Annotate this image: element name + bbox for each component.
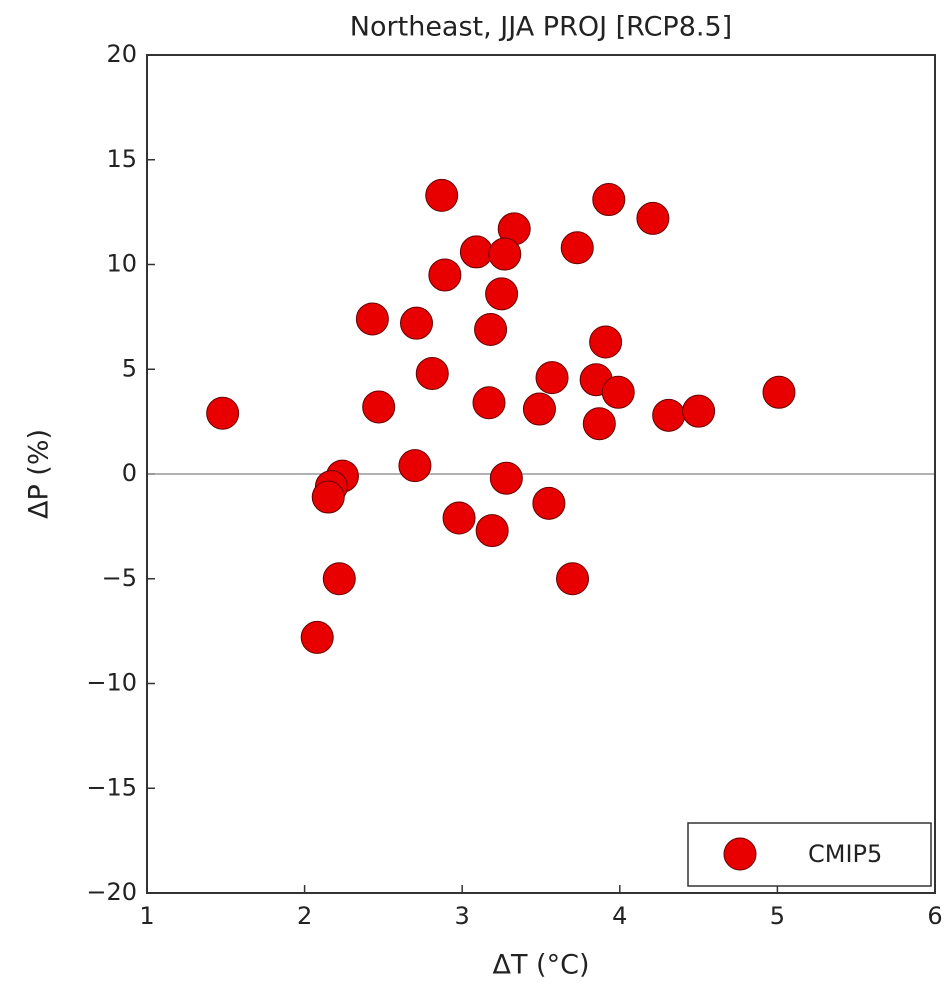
y-tick-label: 10 — [106, 250, 137, 278]
y-tick-label: −10 — [86, 669, 137, 697]
y-tick-label: −20 — [86, 878, 137, 906]
y-tick-label: 20 — [106, 40, 137, 68]
point — [475, 514, 509, 548]
x-tick-label: 6 — [927, 902, 942, 930]
x-tick-label: 3 — [455, 902, 470, 930]
point — [472, 386, 506, 420]
point — [459, 235, 493, 269]
point — [474, 312, 508, 346]
point — [589, 325, 623, 359]
legend-marker — [723, 837, 757, 871]
point — [556, 562, 590, 596]
point — [485, 277, 519, 311]
point — [311, 480, 345, 514]
y-tick-label: −15 — [86, 773, 137, 801]
point — [532, 486, 566, 520]
point — [522, 392, 556, 426]
plot-frame — [146, 54, 936, 894]
point — [560, 231, 594, 265]
point — [300, 620, 334, 654]
point — [762, 375, 796, 409]
y-tick-label: −5 — [102, 564, 137, 592]
point — [535, 361, 569, 395]
point — [488, 237, 522, 271]
x-tick-label: 2 — [297, 902, 312, 930]
point — [399, 306, 433, 340]
point — [652, 398, 686, 432]
y-tick-label: 0 — [122, 459, 137, 487]
point — [362, 390, 396, 424]
x-tick-label: 5 — [770, 902, 785, 930]
point — [355, 302, 389, 336]
point — [322, 562, 356, 596]
y-tick-label: 15 — [106, 145, 137, 173]
chart-title: Northeast, JJA PROJ [RCP8.5] — [350, 12, 732, 43]
point — [682, 394, 716, 428]
point — [398, 449, 432, 483]
x-tick-label: 1 — [139, 902, 154, 930]
legend-label: CMIP5 — [808, 840, 882, 868]
point — [428, 258, 462, 292]
x-axis-label: ΔT (°C) — [493, 950, 590, 981]
point — [636, 201, 670, 235]
point — [592, 183, 626, 217]
point — [582, 407, 616, 441]
x-tick-label: 4 — [612, 902, 627, 930]
point — [601, 375, 635, 409]
y-tick-label: 5 — [122, 354, 137, 382]
point — [206, 396, 240, 430]
point — [415, 356, 449, 390]
point — [489, 461, 523, 495]
y-axis-label: ΔP (%) — [24, 429, 55, 519]
point — [425, 178, 459, 212]
point — [442, 501, 476, 535]
